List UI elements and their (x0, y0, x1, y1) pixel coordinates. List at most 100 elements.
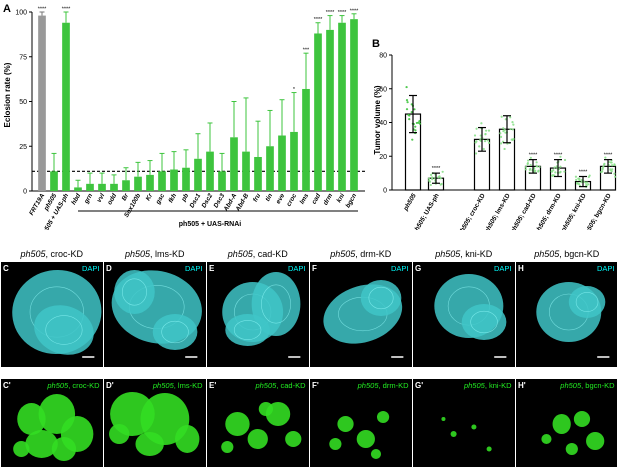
a-category-label: croc (285, 192, 298, 208)
a-bar (302, 88, 310, 191)
b-data-point (418, 119, 421, 123)
b-data-point (509, 116, 512, 119)
b-data-point (431, 176, 434, 179)
gfp-micrograph: D' ph505, lms-KD (104, 379, 206, 467)
b-data-point (503, 147, 506, 151)
b-y-tick-label: 80 (379, 53, 387, 60)
gfp-clone-shape (17, 403, 46, 435)
panel-letter: E (209, 264, 215, 273)
b-data-point (587, 175, 590, 179)
gfp-label: ph505, cad-KD (255, 381, 305, 390)
a-bar (326, 29, 334, 192)
b-data-point (486, 139, 489, 142)
panel-b-letter: B (372, 38, 380, 50)
gfp-tissue-image (541, 411, 605, 455)
micrograph-title: ph505, bgcn-KD (516, 249, 617, 259)
b-data-point (487, 129, 491, 132)
b-data-point (428, 180, 432, 183)
micrograph-title: ph505, drm-KD (310, 249, 412, 259)
a-category-label: Kr (145, 192, 155, 202)
b-data-point (580, 179, 583, 182)
gfp-clone-shape (109, 424, 130, 444)
b-data-point (408, 118, 411, 121)
b-data-point (405, 99, 409, 102)
a-category-label: tin (264, 192, 274, 202)
a-category-label: bgcn (345, 192, 359, 209)
a-y-tick-label: 75 (19, 54, 27, 61)
a-category-label: eve (275, 192, 287, 205)
gfp-clone-shape (356, 430, 375, 448)
gfp-label-gene: ph505 (152, 381, 174, 390)
gfp-clone-shape (221, 441, 234, 453)
b-data-point (480, 122, 483, 125)
b-data-point (411, 138, 414, 141)
b-data-point (509, 127, 512, 131)
b-data-point (479, 134, 482, 137)
a-significance-label: *** (303, 48, 310, 54)
panel-letter: C (3, 264, 9, 273)
b-data-point (429, 173, 433, 177)
a-bar (182, 167, 190, 191)
b-data-point (552, 169, 555, 172)
b-data-point (554, 171, 557, 174)
gfp-tissue-image (13, 394, 94, 461)
a-significance-label: **** (38, 7, 47, 13)
gfp-clone-shape (586, 432, 605, 450)
b-y-tick-label: 20 (379, 154, 387, 161)
b-data-point (483, 140, 487, 143)
gfp-label-condition: , bgcn-KD (581, 381, 615, 390)
a-bar (62, 22, 70, 191)
a-bar (254, 156, 262, 191)
gfp-label-condition: , lms-KD (173, 381, 203, 390)
b-data-point (478, 145, 481, 148)
dapi-tissue-fold (121, 278, 147, 306)
dapi-label: DAPI (596, 264, 615, 273)
b-data-point (535, 164, 538, 167)
b-data-point (503, 128, 506, 132)
gfp-label-gene: ph505 (47, 381, 69, 390)
b-data-point (499, 132, 502, 135)
gfp-clone-shape (258, 402, 273, 416)
b-data-point (405, 85, 408, 89)
dapi-tissue-fold (575, 292, 599, 312)
b-data-point (405, 108, 409, 111)
b-data-point (602, 165, 605, 168)
b-data-point (524, 165, 527, 169)
b-data-point (524, 168, 528, 171)
micrograph-condition: , cad-KD (252, 249, 288, 259)
dapi-tissue-fold (161, 320, 189, 344)
gfp-clone-shape (247, 429, 268, 449)
b-data-point (563, 170, 566, 173)
gfp-tissue-image (441, 417, 492, 452)
gfp-micrograph: G' ph505, kni-KD (413, 379, 515, 467)
b-data-point (609, 169, 612, 172)
a-bar (122, 180, 130, 191)
dapi-tissue-shape (225, 314, 270, 346)
a-category-label: FRT19A (28, 192, 46, 217)
a-bar (338, 22, 346, 191)
panel-prime-letter: E' (209, 381, 217, 390)
gfp-clone-shape (450, 431, 457, 437)
a-category-label: lms (299, 192, 311, 205)
b-data-point (500, 142, 503, 145)
b-data-point (437, 176, 440, 179)
dapi-micrograph: G DAPI (413, 262, 515, 367)
micrograph-title: ph505, croc-KD (1, 249, 103, 259)
a-category-label: cad (311, 192, 323, 206)
a-bar (266, 146, 274, 191)
dapi-micrograph: H DAPI (516, 262, 617, 367)
gfp-clone-shape (135, 432, 164, 456)
b-data-point (487, 141, 491, 145)
b-significance-label: **** (604, 153, 613, 159)
dapi-tissue-shape (461, 304, 507, 340)
b-data-point (499, 135, 503, 138)
b-data-point (578, 177, 581, 180)
b-data-point (475, 127, 478, 130)
b-data-point (414, 129, 417, 132)
dapi-tissue-fold (261, 284, 291, 324)
b-data-point (407, 113, 410, 117)
b-data-point (410, 111, 413, 114)
a-bar (74, 187, 82, 191)
gfp-label: ph505, croc-KD (47, 381, 99, 390)
dapi-tissue-shape (34, 305, 94, 355)
